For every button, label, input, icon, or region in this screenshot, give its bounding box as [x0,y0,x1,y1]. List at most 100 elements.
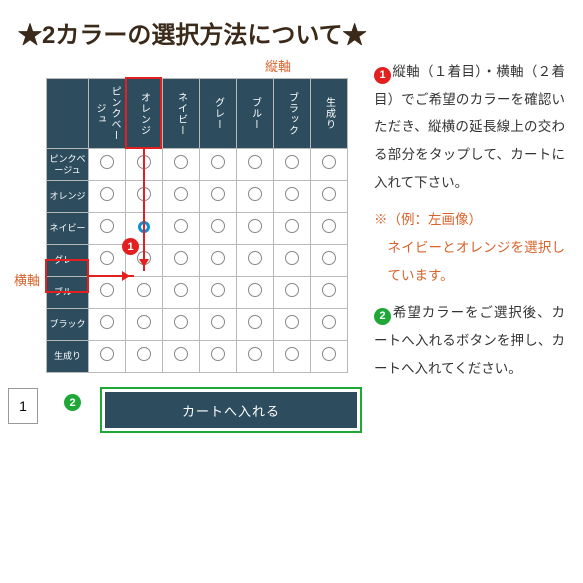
circle-icon [100,283,114,297]
circle-icon [248,251,262,265]
grid-cell[interactable] [89,245,126,277]
circle-icon [248,315,262,329]
circle-icon [211,347,225,361]
col-header: ネイビー [163,79,200,149]
grid-cell[interactable] [200,309,237,341]
grid-cell[interactable] [163,309,200,341]
grid-cell[interactable] [274,149,311,181]
grid-cell[interactable] [163,149,200,181]
grid-cell[interactable] [311,245,348,277]
grid-cell[interactable] [200,277,237,309]
circle-icon [285,283,299,297]
grid-cell[interactable] [126,277,163,309]
grid-cell[interactable] [237,213,274,245]
col-header: 生成り [311,79,348,149]
circle-icon [248,219,262,233]
grid-cell[interactable] [163,245,200,277]
circle-icon [285,251,299,265]
circle-icon [100,187,114,201]
grid-cell[interactable] [200,341,237,373]
axis-top-label: 縦軸 [106,56,450,75]
grid-cell[interactable] [163,277,200,309]
circle-icon [211,251,225,265]
grid-cell[interactable] [89,149,126,181]
grid-cell[interactable] [274,181,311,213]
grid-cell[interactable] [237,309,274,341]
grid-cell[interactable] [200,213,237,245]
color-selection-grid: ピンクベージュ オレンジ ネイビー グレー ブルー ブラック 生成り ピンクベー… [46,78,348,373]
example-note: ※（例：左画像） ネイビーとオレンジを選択しています。 [374,206,565,289]
grid-cell[interactable] [237,245,274,277]
instruction-1: 1縦軸（１着目）・横軸（２着目）でご希望のカラーを確認いただき、縦横の延長線上の… [374,58,565,196]
row-header: ブラック [47,309,89,341]
circle-icon [137,347,151,361]
grid-cell[interactable] [274,213,311,245]
grid-cell[interactable] [163,213,200,245]
grid-cell[interactable] [311,309,348,341]
grid-cell[interactable] [274,309,311,341]
circle-icon [285,315,299,329]
add-to-cart-button[interactable]: カートへ入れる [105,392,357,428]
row-header: ブルー [47,277,89,309]
grid-cell[interactable] [311,213,348,245]
col-header: オレンジ [126,79,163,149]
grid-cell[interactable] [274,245,311,277]
circle-icon [322,315,336,329]
circle-icon [100,251,114,265]
row-header: オレンジ [47,181,89,213]
grid-cell[interactable] [89,213,126,245]
instruction-2-text: 希望カラーをご選択後、カートへ入れるボタンを押し、カートへ入れてください。 [374,305,565,375]
grid-cell[interactable] [126,309,163,341]
grid-panel: 縦軸 横軸 ピンクベージュ オレンジ ネイビー グレー ブルー ブラック 生成り… [18,58,362,433]
quantity-input[interactable]: 1 [8,388,38,424]
grid-cell[interactable] [163,341,200,373]
grid-cell[interactable] [274,277,311,309]
grid-cell[interactable] [237,341,274,373]
circle-icon [285,187,299,201]
example-head: ※（例：左画像） [374,212,482,227]
grid-cell[interactable] [200,181,237,213]
circle-icon [322,347,336,361]
example-body: ネイビーとオレンジを選択しています。 [374,234,565,289]
grid-cell[interactable] [89,309,126,341]
grid-cell[interactable] [89,341,126,373]
grid-cell[interactable] [237,277,274,309]
circle-icon [322,251,336,265]
circle-icon [285,155,299,169]
row-header: 生成り [47,341,89,373]
circle-icon [322,155,336,169]
circle-icon [248,283,262,297]
grid-cell[interactable] [311,341,348,373]
col-header: ブルー [237,79,274,149]
circle-icon [100,315,114,329]
circle-icon [100,347,114,361]
arrow-right [89,275,134,277]
grid-cell[interactable] [89,277,126,309]
grid-cell[interactable] [126,341,163,373]
circle-icon [174,155,188,169]
grid-cell[interactable] [200,245,237,277]
circle-icon [100,219,114,233]
grid-cell[interactable] [274,341,311,373]
circle-icon [248,347,262,361]
circle-icon [322,187,336,201]
circle-icon [211,219,225,233]
circle-icon [100,155,114,169]
grid-cell[interactable] [200,149,237,181]
axis-left-label: 横軸 [14,270,40,289]
grid-cell[interactable] [237,149,274,181]
row-header: ピンクベージュ [47,149,89,181]
grid-cell[interactable] [311,149,348,181]
circle-icon [248,187,262,201]
badge-2-icon: 2 [374,308,391,325]
grid-cell[interactable] [311,277,348,309]
circle-icon [211,315,225,329]
circle-icon [248,155,262,169]
grid-cell[interactable] [163,181,200,213]
arrow-down [143,149,145,271]
grid-cell[interactable] [89,181,126,213]
circle-icon [137,315,151,329]
grid-cell[interactable] [237,181,274,213]
grid-cell[interactable] [311,181,348,213]
row-header: グレー [47,245,89,277]
